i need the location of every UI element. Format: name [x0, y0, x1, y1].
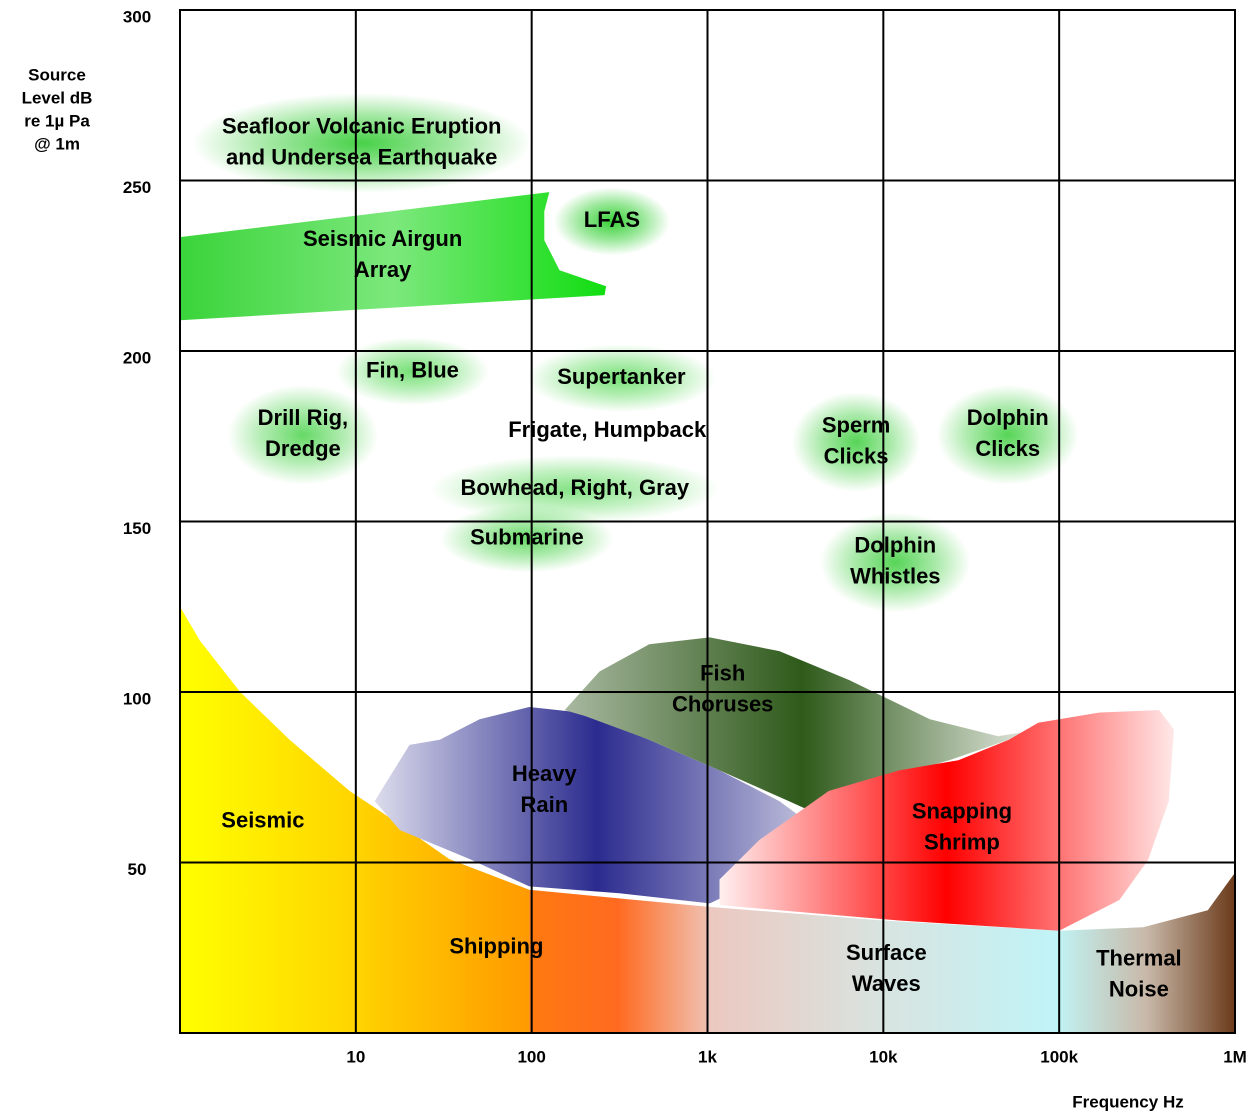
region-label: Choruses: [672, 691, 773, 716]
region-label: Seismic Airgun: [303, 226, 462, 251]
y-tick-label: 250: [123, 178, 151, 197]
region-label: Thermal: [1096, 945, 1182, 970]
region-label: Shrimp: [924, 830, 1000, 855]
source-label: Drill Rig,: [258, 405, 348, 430]
source-glow: [191, 92, 532, 193]
region-area: [529, 889, 708, 1033]
region-area: [180, 606, 530, 1033]
region-label: Array: [354, 257, 412, 282]
source-label: Clicks: [975, 436, 1040, 461]
region-area: [564, 637, 1039, 815]
source-glow: [527, 344, 716, 413]
source-label: Clicks: [824, 443, 889, 468]
x-tick-label: 100k: [1040, 1047, 1078, 1066]
region-label: Surface: [846, 940, 927, 965]
region-area: [180, 192, 607, 321]
region-label: Shipping: [449, 934, 543, 959]
source-glow: [820, 512, 971, 613]
y-axis-label: Level dB: [22, 88, 93, 107]
x-tick-label: 10k: [869, 1047, 898, 1066]
region-area: [719, 710, 1174, 931]
texts: Source Level dB re 1µ Pa @ 1m 10 100 1k 10k 100k…: [22, 7, 1247, 1066]
source-glow: [336, 337, 489, 406]
source-label: Whistles: [850, 564, 940, 589]
source-glow: [227, 384, 379, 485]
source-label: Fin, Blue: [366, 357, 459, 382]
region-label: Heavy: [512, 761, 578, 786]
source-glow: [936, 384, 1079, 485]
glows: [191, 92, 1079, 613]
x-tick-label: 1k: [698, 1047, 717, 1066]
y-axis-label: Source: [28, 65, 86, 84]
y-tick-label: 200: [123, 348, 151, 367]
y-axis-label: @ 1m: [34, 134, 80, 153]
source-glow: [791, 392, 921, 493]
x-tick-label: 1M: [1223, 1047, 1247, 1066]
region-label: Rain: [520, 792, 568, 817]
source-glow: [553, 187, 671, 256]
region-label: Snapping: [912, 799, 1012, 824]
y-tick-label: 50: [128, 860, 147, 879]
region-label: Waves: [852, 971, 921, 996]
y-tick-label: 300: [123, 7, 151, 26]
y-axis-label: re 1µ Pa: [24, 111, 90, 130]
region-label: Fish: [700, 660, 745, 685]
source-label: Dredge: [265, 436, 341, 461]
source-label: Dolphin: [967, 405, 1049, 430]
source-label: Dolphin: [854, 533, 936, 558]
x-axis-label: Frequency Hz: [1072, 1092, 1183, 1111]
plot-frame: [179, 9, 1236, 1034]
x-tick-label: 10: [346, 1047, 365, 1066]
source-label: Sperm: [822, 412, 890, 437]
source-label: Frigate, Humpback: [508, 417, 707, 442]
region-label: Seismic: [221, 807, 304, 832]
regions: [180, 192, 1235, 1033]
source-label: Supertanker: [557, 364, 686, 389]
source-label: Seafloor Volcanic Eruption: [222, 113, 502, 138]
source-label: and Undersea Earthquake: [226, 144, 497, 169]
x-tick-label: 100: [517, 1047, 545, 1066]
y-tick-label: 150: [123, 519, 151, 538]
source-label: LFAS: [584, 207, 640, 232]
source-label: Submarine: [470, 524, 584, 549]
region-area: [1059, 872, 1235, 1033]
region-label: Noise: [1109, 976, 1169, 1001]
source-label: Bowhead, Right, Gray: [461, 475, 690, 500]
y-tick-label: 100: [123, 689, 151, 708]
